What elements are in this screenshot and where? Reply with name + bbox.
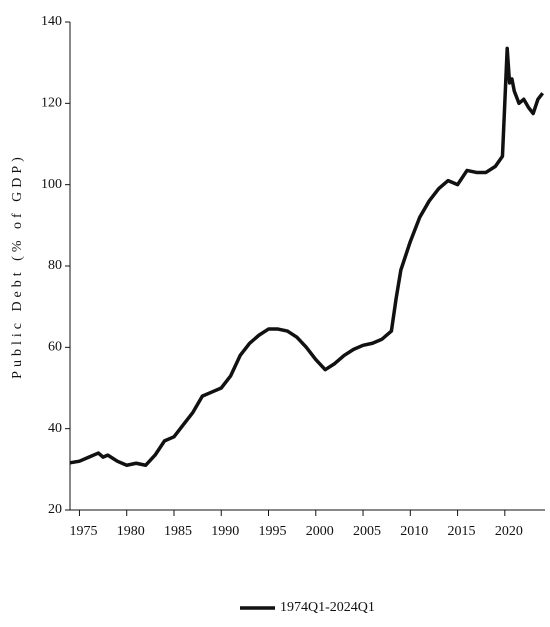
x-tick-label: 2010 — [400, 524, 428, 539]
y-tick-label: 100 — [41, 177, 62, 192]
x-tick-label: 2005 — [353, 524, 381, 539]
y-tick-label: 20 — [48, 502, 62, 517]
legend-label: 1974Q1-2024Q1 — [280, 600, 375, 615]
y-tick-label: 120 — [41, 96, 62, 111]
x-tick-label: 1975 — [69, 524, 97, 539]
x-tick-label: 2000 — [306, 524, 334, 539]
x-tick-label: 1990 — [211, 524, 239, 539]
data-line — [69, 46, 545, 468]
y-axis-label: Public Debt (% of GDP) — [10, 153, 25, 379]
x-tick-label: 2015 — [448, 524, 476, 539]
x-tick-label: 1995 — [259, 524, 287, 539]
x-tick-label: 1985 — [164, 524, 192, 539]
y-tick-label: 60 — [48, 340, 62, 355]
y-tick-label: 80 — [48, 258, 62, 273]
y-tick-label: 140 — [41, 14, 62, 29]
y-tick-label: 40 — [48, 421, 62, 436]
x-tick-label: 1980 — [117, 524, 145, 539]
x-tick-label: 2020 — [495, 524, 523, 539]
